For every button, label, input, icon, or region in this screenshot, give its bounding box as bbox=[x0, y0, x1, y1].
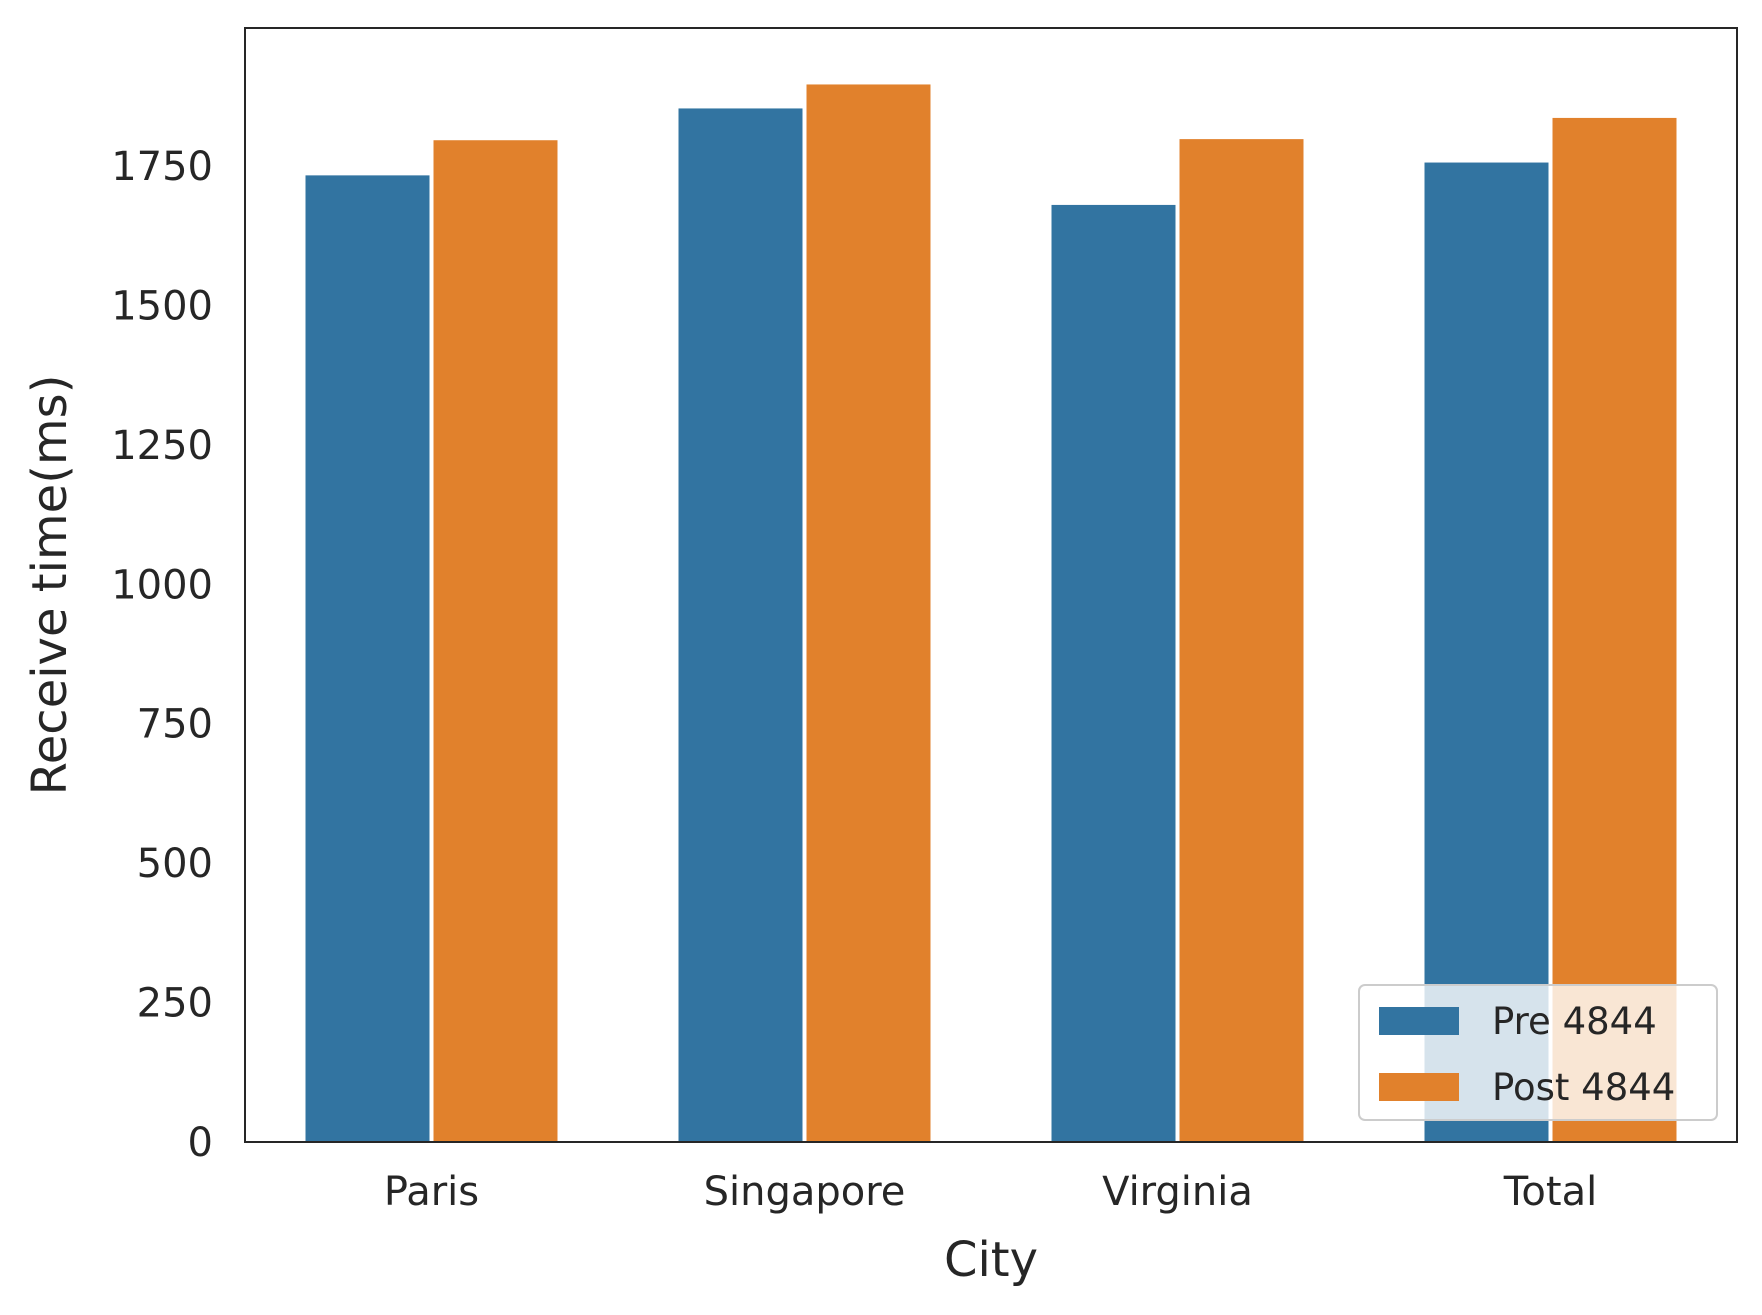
x-tick-label: Total bbox=[1503, 1169, 1597, 1215]
legend-label: Post 4844 bbox=[1492, 1066, 1675, 1109]
y-tick-label: 500 bbox=[137, 841, 213, 887]
y-tick-label: 750 bbox=[137, 702, 213, 748]
y-axis-ticks: 0 250 500 750 1000 1250 1500 1750 bbox=[111, 144, 213, 1166]
legend-swatch bbox=[1379, 1007, 1459, 1035]
bar-singapore-pre bbox=[676, 106, 805, 1144]
bars-layer bbox=[303, 82, 1679, 1144]
y-tick-label: 1000 bbox=[111, 562, 213, 608]
bar-paris-pre bbox=[303, 173, 432, 1143]
bar-total-post bbox=[1550, 115, 1679, 1143]
bar-singapore-post bbox=[804, 82, 933, 1144]
y-tick-label: 250 bbox=[137, 981, 213, 1027]
bar-virginia-post bbox=[1177, 137, 1306, 1144]
legend: Pre 4844 Post 4844 bbox=[1358, 984, 1718, 1121]
y-tick-label: 1750 bbox=[111, 144, 213, 190]
y-tick-label: 1250 bbox=[111, 423, 213, 469]
legend-swatch bbox=[1379, 1073, 1459, 1101]
x-tick-label: Singapore bbox=[704, 1169, 906, 1215]
bar-paris-post bbox=[431, 138, 560, 1143]
x-axis-ticks: Paris Singapore Virginia Total bbox=[384, 1169, 1597, 1215]
x-tick-label: Paris bbox=[384, 1169, 479, 1215]
bar-virginia-pre bbox=[1049, 202, 1178, 1144]
y-tick-label: 0 bbox=[188, 1120, 213, 1166]
legend-label: Pre 4844 bbox=[1492, 1000, 1657, 1043]
y-tick-label: 1500 bbox=[111, 283, 213, 329]
x-tick-label: Virginia bbox=[1102, 1169, 1253, 1215]
x-axis-label: City bbox=[944, 1232, 1038, 1288]
plot-frame bbox=[244, 27, 1738, 1143]
y-axis-label: Receive time(ms) bbox=[22, 375, 78, 796]
bar-total-pre bbox=[1422, 160, 1551, 1144]
